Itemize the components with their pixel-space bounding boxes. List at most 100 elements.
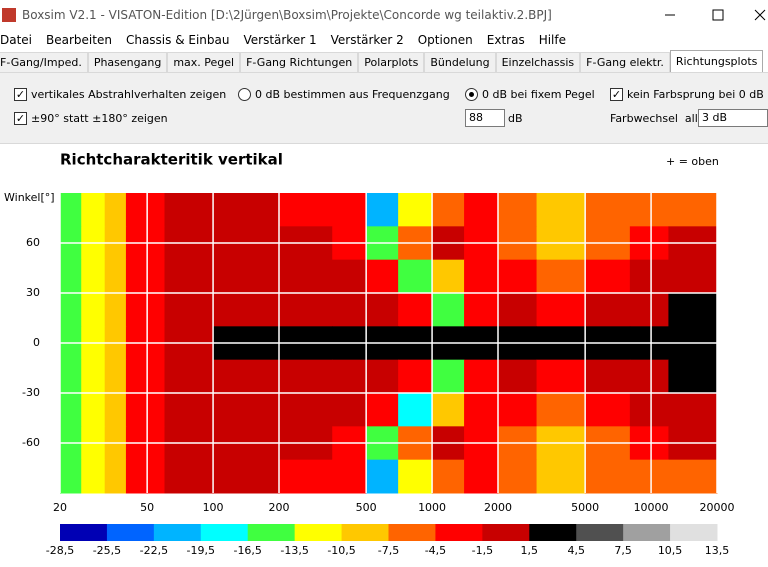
heatmap-cell — [668, 259, 718, 294]
heatmap-cell — [279, 359, 333, 394]
heatmap-cell — [104, 293, 127, 327]
tab[interactable]: F-Gang/Imped. — [0, 52, 88, 72]
heatmap-cell — [629, 259, 669, 294]
colorbar-swatch — [294, 524, 343, 541]
tab[interactable]: Polarplots — [358, 52, 425, 72]
heatmap-cell — [432, 193, 465, 227]
tab[interactable]: Bündelung — [424, 52, 496, 72]
menu-item[interactable]: Optionen — [417, 33, 473, 47]
colorbar-swatch — [341, 524, 389, 541]
heatmap-cell — [60, 293, 82, 327]
heatmap-cell — [498, 393, 538, 427]
check-mark: ✓ — [15, 112, 26, 125]
heatmap-cell — [332, 259, 367, 294]
menu-item[interactable]: Hilfe — [538, 33, 567, 47]
heatmap-cell — [104, 259, 127, 294]
tab[interactable]: Phasengang — [87, 52, 168, 72]
colorbar-label: 13,5 — [705, 544, 730, 557]
heatmap-cell — [81, 359, 106, 394]
option-label: vertikales Abstrahlverhalten zeigen — [31, 88, 227, 101]
checkbox[interactable]: ✓ — [14, 88, 27, 101]
tab[interactable]: F-Gang Richtungen — [240, 52, 359, 72]
heatmap-cell — [398, 259, 433, 294]
heatmap-cell — [366, 259, 399, 294]
heatmap-cell — [279, 293, 333, 327]
y-tick-label: 60 — [26, 236, 40, 249]
option[interactable]: ✓ ±90° statt ±180° zeigen — [14, 112, 168, 125]
y-tick-label: 0 — [33, 336, 40, 349]
heatmap-cell — [464, 393, 499, 427]
option-label: 0 dB bestimmen aus Frequenzgang — [255, 88, 450, 101]
y-tick-label: -30 — [22, 386, 40, 399]
orientation-note: + = oben — [666, 155, 719, 168]
menu-item[interactable]: Verstärker 2 — [330, 33, 404, 47]
option[interactable]: ✓ kein Farbsprung bei 0 dB — [610, 88, 764, 101]
x-tick-label: 20 — [53, 501, 67, 514]
app-icon — [2, 8, 16, 22]
heatmap-cell — [164, 359, 214, 394]
level-input[interactable]: 88 — [465, 109, 505, 127]
option[interactable]: 0 dB bei fixem Pegel — [465, 88, 595, 101]
menu-item[interactable]: Chassis & Einbau — [125, 33, 230, 47]
heatmap-cell — [125, 359, 165, 394]
heatmap-cell — [585, 293, 631, 327]
heatmap-cell — [536, 259, 586, 294]
colorbar-label: 7,5 — [614, 544, 632, 557]
option[interactable]: 0 dB bestimmen aus Frequenzgang — [238, 88, 450, 101]
colorbar-swatch — [529, 524, 577, 541]
heatmap-cell — [164, 459, 214, 494]
tab[interactable]: Einzelchassis — [495, 52, 581, 72]
heatmap-cell — [366, 393, 399, 427]
heatmap-cell — [629, 193, 669, 227]
heatmap-cell — [279, 393, 333, 427]
heatmap-cell — [536, 293, 586, 327]
check-mark: ✓ — [611, 88, 622, 101]
radio-button[interactable] — [465, 88, 478, 101]
option[interactable]: ✓ vertikales Abstrahlverhalten zeigen — [14, 88, 226, 101]
checkbox[interactable]: ✓ — [14, 112, 27, 125]
heatmap-cell — [498, 259, 538, 294]
y-axis-label: Winkel[°] — [4, 191, 55, 204]
colorbar-swatch — [435, 524, 483, 541]
heatmap-cell — [536, 193, 586, 227]
menu-item[interactable]: Datei — [0, 33, 33, 47]
checkbox[interactable]: ✓ — [610, 88, 623, 101]
heatmap-cell — [60, 193, 82, 227]
heatmap-cell — [498, 459, 538, 494]
menu-item[interactable]: Verstärker 1 — [243, 33, 317, 47]
colorbar-swatch — [106, 524, 155, 541]
color-step-select[interactable]: 3 dB — [698, 109, 768, 127]
heatmap-cell — [164, 259, 214, 294]
tab[interactable]: max. Pegel — [167, 52, 241, 72]
heatmap-cell — [668, 293, 718, 327]
radio-button[interactable] — [238, 88, 251, 101]
level-unit: dB — [508, 112, 523, 125]
colorbar-label: 4,5 — [567, 544, 585, 557]
heatmap-cell — [668, 459, 718, 494]
heatmap-cell — [366, 193, 399, 227]
tab[interactable]: Richtungsplots — [669, 50, 764, 72]
title-bar-graphics — [2, 8, 766, 22]
heatmap-cell — [398, 359, 433, 394]
colorbar-label: -4,5 — [425, 544, 446, 557]
options-panel: ✓ vertikales Abstrahlverhalten zeigen ✓ ±9… — [0, 72, 768, 144]
colorbar-label: 1,5 — [521, 544, 539, 557]
chart: Richtcharakteritik vertikal + = oben Win… — [4, 151, 735, 558]
heatmap-cell — [279, 459, 333, 494]
close-button[interactable] — [754, 9, 766, 21]
tab[interactable]: F-Gang elektr. — [580, 52, 670, 72]
heatmap-cell — [213, 193, 280, 227]
x-tick-label: 200 — [269, 501, 290, 514]
maximize-button[interactable] — [712, 9, 724, 21]
heatmap-cell — [668, 193, 718, 227]
heatmap-cell — [398, 393, 433, 427]
menu-item[interactable]: Extras — [486, 33, 525, 47]
menu-item[interactable]: Bearbeiten — [46, 33, 112, 47]
heatmap-cell — [164, 293, 214, 327]
heatmap-cell — [629, 359, 669, 394]
colorbar-swatch — [670, 524, 718, 541]
heatmap-cell — [464, 193, 499, 227]
heatmap-cell — [81, 293, 106, 327]
